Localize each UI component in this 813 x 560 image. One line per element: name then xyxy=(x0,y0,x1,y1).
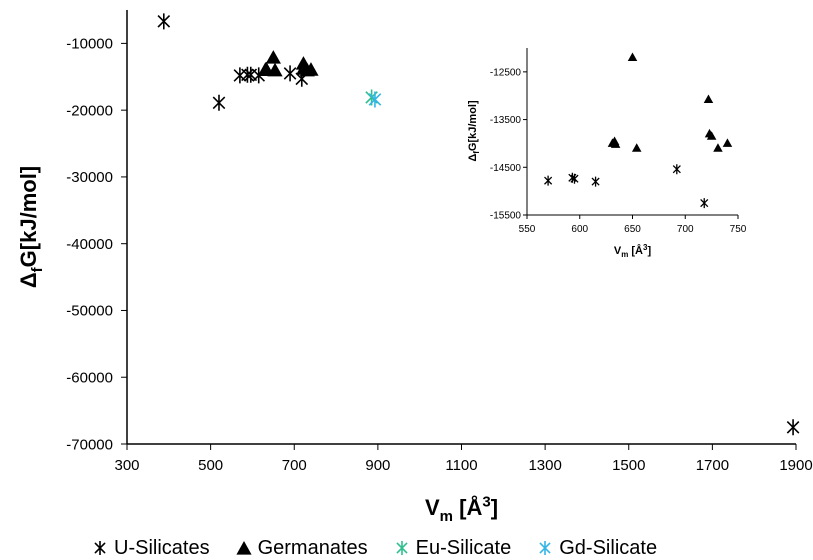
scatter-chart: 300 500 700 900 1100 1300 1500 1700 1900 -10000 -2… xyxy=(16,10,813,525)
x-tick-label: 750 xyxy=(730,224,747,235)
x-axis-label: Vm [Å3] xyxy=(614,243,652,259)
data-point-germanates xyxy=(265,50,281,64)
data-point-u-silicates xyxy=(544,175,553,186)
data-point-u-silicates xyxy=(786,419,800,436)
data-point-u-silicates xyxy=(212,94,226,111)
data-point-germanates xyxy=(713,143,723,152)
y-tick-label: -60000 xyxy=(66,369,113,386)
data-point-u-silicates xyxy=(283,65,297,82)
y-tick-label: -40000 xyxy=(66,236,113,253)
y-axis-label: ΔfG[kJ/mol] xyxy=(467,100,481,162)
legend-label: Eu-Silicate xyxy=(415,536,512,559)
data-point-u-silicates xyxy=(157,13,171,30)
x-axis-label: Vm [Å3] xyxy=(425,494,498,526)
legend-label: U-Silicates xyxy=(114,536,210,559)
legend-marker xyxy=(396,541,408,555)
asterisk-marker-icon xyxy=(94,541,106,555)
x-tick-label: 700 xyxy=(282,457,307,474)
x-tick-label: 1100 xyxy=(445,457,477,474)
x-tick-label: 1900 xyxy=(779,457,812,474)
legend-item-germanates: Germanates xyxy=(235,536,368,560)
x-tick-label: 700 xyxy=(677,224,694,235)
x-tick-label: 900 xyxy=(365,457,390,474)
legend-label: Gd-Silicate xyxy=(559,536,658,559)
x-tick-label: 1700 xyxy=(696,457,729,474)
y-tick-label: -20000 xyxy=(66,102,113,119)
legend-marker xyxy=(94,541,106,555)
y-axis-label: ΔfG[kJ/mol] xyxy=(16,166,46,288)
legend-marker xyxy=(235,541,252,555)
y-tick-label: -70000 xyxy=(66,436,113,453)
x-tick-label: 1300 xyxy=(528,457,561,474)
legend-marker xyxy=(539,541,551,555)
triangle-marker-icon xyxy=(235,541,252,555)
legend-item-eu-silicate: Eu-Silicate xyxy=(394,536,512,560)
y-tick-label: -12500 xyxy=(490,67,522,78)
legend-item-u-silicates: U-Silicates xyxy=(92,537,210,560)
inset-plot: 550 600 650 700 750 -12500 -13500 -14500 -15500 V… xyxy=(467,48,747,259)
data-point-u-silicates xyxy=(591,176,600,187)
legend-label: Germanates xyxy=(257,536,368,559)
y-tick-label: -50000 xyxy=(66,303,113,320)
data-point-u-silicates xyxy=(570,173,579,184)
asterisk-marker-icon xyxy=(539,541,551,555)
x-tick-label: 1500 xyxy=(612,457,645,474)
y-tick-label: -15500 xyxy=(490,211,522,222)
data-point-u-silicates xyxy=(233,67,247,84)
asterisk-marker-icon xyxy=(396,541,408,555)
legend-item-gd-silicate: Gd-Silicate xyxy=(537,537,657,560)
data-point-u-silicates xyxy=(672,164,681,175)
chart-legend: U-Silicates Germanates Eu-Silicate Gd-Si… xyxy=(92,536,732,560)
x-tick-label: 300 xyxy=(114,457,139,474)
data-point-u-silicates xyxy=(700,198,709,209)
x-tick-label: 550 xyxy=(519,224,536,235)
main-plot: 300 500 700 900 1100 1300 1500 1700 1900 -10000 -2… xyxy=(16,10,813,525)
data-point-gd-silicate xyxy=(368,91,382,108)
y-tick-label: -30000 xyxy=(66,169,113,186)
x-tick-label: 600 xyxy=(571,224,588,235)
data-point-germanates xyxy=(610,139,621,148)
data-point-germanates xyxy=(722,138,733,147)
data-point-germanates xyxy=(631,143,642,152)
x-tick-label: 650 xyxy=(624,224,641,235)
y-tick-label: -10000 xyxy=(66,36,113,53)
y-tick-label: -13500 xyxy=(490,115,522,126)
data-point-germanates xyxy=(703,94,714,104)
y-tick-label: -14500 xyxy=(490,163,522,174)
x-tick-label: 500 xyxy=(198,457,223,474)
data-point-germanates xyxy=(627,52,638,62)
data-point-germanates xyxy=(303,62,319,76)
data-point-germanates xyxy=(706,131,717,140)
data-point-germanates xyxy=(267,62,283,77)
